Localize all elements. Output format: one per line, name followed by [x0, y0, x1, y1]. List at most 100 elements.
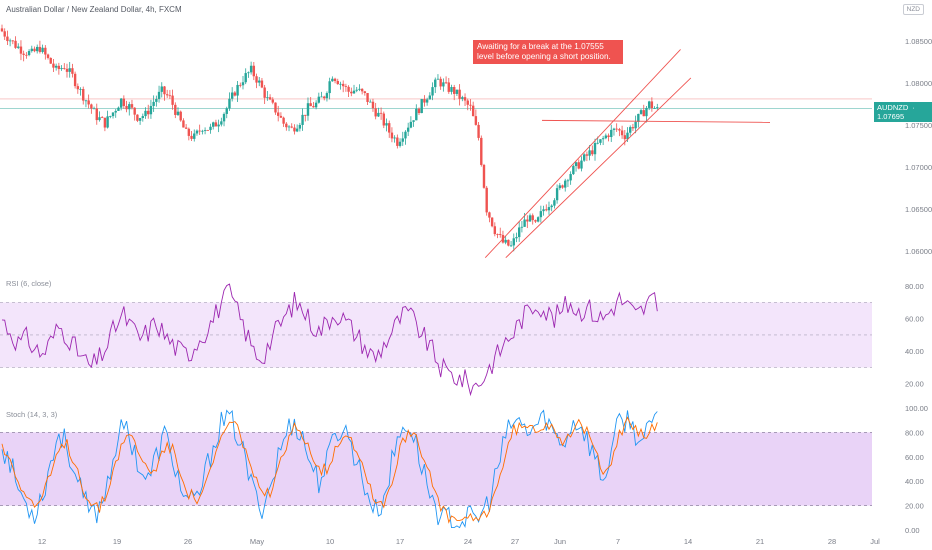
candle-body [393, 137, 396, 139]
candle-body [415, 108, 418, 121]
candle-body [490, 217, 494, 227]
candle-body [306, 103, 310, 116]
candle-body [176, 111, 180, 115]
candle-body [409, 121, 413, 128]
candle-body [155, 98, 158, 102]
candle-body [90, 104, 93, 109]
candle-body [36, 46, 39, 52]
candle-body [49, 57, 52, 64]
candle-body [25, 54, 28, 56]
candle-body [230, 92, 234, 99]
candle-body [447, 82, 450, 92]
candle-body [539, 211, 543, 218]
candle-body [366, 93, 369, 102]
candle-body [523, 219, 526, 227]
price-pane: 1.08500 1.08000 1.07500 1.07000 1.06500 1.060… [0, 24, 932, 259]
candle-body [420, 98, 423, 114]
candle-body [355, 89, 358, 91]
time-axis[interactable]: 12 19 26 May 10 17 24 27 Jun 7 14 21 28 Jul [38, 537, 880, 546]
stoch-pane: 100.00 80.00 60.00 40.00 20.00 0.00 [0, 404, 928, 535]
rsi-band [0, 302, 872, 368]
candle-body [642, 110, 645, 117]
candle-body [130, 104, 134, 108]
candle-body [645, 107, 648, 117]
currency-badge[interactable]: NZD [902, 4, 924, 15]
last-price-symbol: AUDNZD [877, 103, 909, 112]
candle-body [317, 96, 321, 103]
candle-body [336, 80, 339, 85]
candle-body [382, 113, 386, 126]
candle-body [404, 131, 407, 139]
candle-body [11, 40, 15, 42]
candle-body [309, 103, 312, 107]
candle-body [247, 72, 250, 74]
candle-body [30, 48, 33, 52]
candle-body [117, 107, 120, 111]
candle-body [344, 86, 348, 88]
candle-body [165, 94, 169, 96]
candle-body [171, 95, 174, 105]
candle-body [182, 120, 185, 128]
candle-body [323, 96, 326, 99]
candle-body [274, 102, 277, 113]
annotation-note[interactable]: Awaiting for a break at the 1.07555 leve… [473, 40, 623, 64]
candle-body [547, 207, 551, 211]
candle-body [480, 137, 483, 165]
candle-body [19, 46, 23, 54]
candle-body [545, 209, 548, 211]
breakout-level-line [541, 119, 771, 123]
candle-body [528, 215, 532, 222]
candle-body [184, 127, 188, 129]
candle-body [190, 135, 193, 139]
candle-body [236, 84, 239, 96]
time-tick-label: 28 [828, 537, 836, 546]
candle-body [249, 65, 253, 73]
candle-body [610, 129, 613, 138]
candle-body [371, 101, 375, 109]
candle-body [63, 68, 66, 69]
time-tick-label: 19 [113, 537, 121, 546]
candle-body [347, 86, 350, 92]
candle-body [615, 128, 618, 130]
candle-body [626, 132, 629, 140]
candle-body [442, 82, 445, 87]
time-tick-label: 24 [464, 537, 472, 546]
candle-body [401, 138, 404, 142]
candle-body [46, 54, 50, 58]
candle-body [22, 53, 25, 55]
candle-body [217, 124, 220, 127]
candle-body [520, 226, 524, 228]
candle-body [325, 93, 329, 99]
time-tick-label: 12 [38, 537, 46, 546]
candle-body [298, 124, 302, 129]
candle-body [3, 31, 6, 37]
candle-body [214, 122, 218, 127]
candle-body [534, 220, 537, 222]
candle-body [431, 87, 434, 96]
candle-body [631, 127, 635, 129]
candle-body [512, 238, 515, 246]
time-tick-label: 17 [396, 537, 404, 546]
candle-body [228, 98, 231, 109]
candle-body [374, 108, 377, 117]
candle-body [244, 73, 247, 83]
candle-body [601, 138, 605, 140]
candle-body [163, 86, 166, 95]
candle-body [87, 100, 90, 105]
candle-body [144, 110, 147, 117]
candle-body [363, 91, 367, 94]
candle-body [268, 97, 272, 100]
candle-body [255, 76, 258, 83]
candle-body [331, 78, 334, 82]
candle-body [412, 120, 415, 122]
candle-body [358, 88, 361, 90]
symbol-title: Australian Dollar / New Zealand Dollar, … [6, 5, 182, 14]
candle-body [109, 116, 112, 117]
candle-body [33, 48, 36, 52]
time-tick-label: Jul [870, 537, 880, 546]
time-tick-label: 10 [326, 537, 334, 546]
candle-body [304, 114, 307, 116]
candle-body [263, 87, 266, 98]
candle-body [41, 47, 44, 52]
